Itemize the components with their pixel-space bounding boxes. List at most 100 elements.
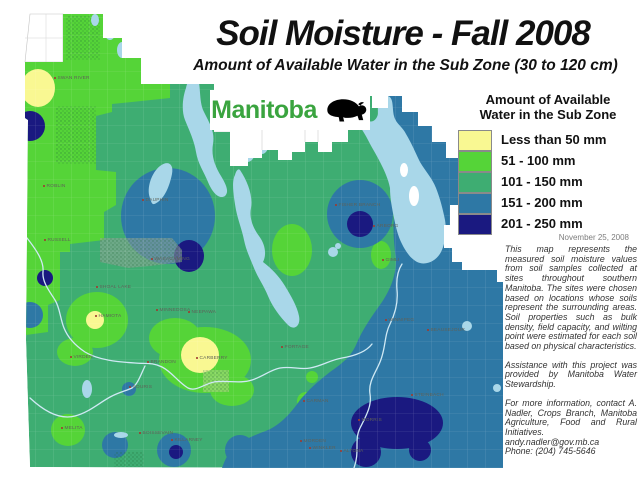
legend-swatch xyxy=(458,150,492,172)
map-subtitle: Amount of Available Water in the Sub Zon… xyxy=(193,57,618,74)
town-marker xyxy=(382,259,384,261)
town-name: ROBLIN xyxy=(47,183,66,189)
notes-column: This map represents the measured soil mo… xyxy=(505,244,637,457)
town-marker xyxy=(129,386,131,388)
town-marker xyxy=(96,286,98,288)
town-marker xyxy=(171,439,173,441)
legend-item: 151 - 200 mm xyxy=(458,192,607,214)
lake-winnipeg xyxy=(351,95,446,264)
town-marker xyxy=(147,361,149,363)
town-name: CARBERRY xyxy=(200,355,229,361)
town-marker xyxy=(142,199,144,201)
manitoba-logo: Manitoba xyxy=(210,90,370,130)
legend-swatch xyxy=(458,192,492,214)
town-name: MORDEN xyxy=(304,438,327,444)
town-name: KILLARNEY xyxy=(175,437,204,443)
legend: Less than 50 mm 51 - 100 mm 101 - 150 mm 15… xyxy=(458,129,607,235)
town-name: BEAUSEJOUR xyxy=(431,327,466,333)
town-name: DAUPHIN xyxy=(146,197,169,203)
town-marker xyxy=(358,419,360,421)
town-name: RUSSELL xyxy=(48,237,71,243)
town-name: CARMAN xyxy=(307,398,329,404)
town-name: MELITA xyxy=(65,425,84,431)
map-title: Soil Moisture - Fall 2008 xyxy=(216,14,591,53)
town-name: WASAGAMING xyxy=(155,256,190,262)
lake-manitoba xyxy=(233,169,300,328)
legend-item: 51 - 100 mm xyxy=(458,150,607,172)
town-marker xyxy=(61,427,63,429)
map-date: November 25, 2008 xyxy=(558,233,629,242)
town-name: GIMLI xyxy=(386,257,400,263)
town-name: NEEPAWA xyxy=(192,309,217,315)
town-name: PORTAGE xyxy=(285,344,309,350)
legend-title: Amount of Available Water in the Sub Zon… xyxy=(462,92,634,122)
town-name: SHOAL LAKE xyxy=(100,284,132,290)
town-marker xyxy=(411,394,413,396)
town-name: HAMIOTA xyxy=(99,313,122,319)
town-marker xyxy=(188,311,190,313)
town-name: VIRDEN xyxy=(74,354,94,360)
town-marker xyxy=(196,357,198,359)
bison-icon xyxy=(327,99,367,122)
town-name: WINNIPEG xyxy=(389,317,415,323)
town-name: ALTONA xyxy=(344,448,365,454)
souris-river xyxy=(29,365,146,418)
town-labels: SWAN RIVER ROBLIN RUSSELL DAUPHIN WASAGAMING… xyxy=(43,75,465,454)
town-marker xyxy=(385,319,387,321)
contact-phone: Phone: (204) 745-5646 xyxy=(505,446,596,457)
lake-islands xyxy=(400,163,419,206)
legend-item: Less than 50 mm xyxy=(458,129,607,151)
legend-item: 101 - 150 mm xyxy=(458,171,607,193)
town-name: MORRIS xyxy=(362,417,382,423)
legend-label: 201 - 250 mm xyxy=(501,216,583,231)
town-name: SWAN RIVER xyxy=(58,75,91,81)
town-marker xyxy=(139,432,141,434)
rivers xyxy=(26,237,403,469)
legend-swatch xyxy=(458,171,492,193)
legend-label: Less than 50 mm xyxy=(501,132,607,147)
town-marker xyxy=(309,447,311,449)
red-river xyxy=(353,263,403,469)
town-name: WINKLER xyxy=(313,445,337,451)
legend-label: 151 - 200 mm xyxy=(501,195,583,210)
town-name: BRANDON xyxy=(151,359,177,365)
legend-title-line1: Amount of Available xyxy=(485,92,611,107)
legend-item: 201 - 250 mm xyxy=(458,213,607,235)
town-name: MINNEDOSA xyxy=(160,307,191,313)
lake-winnipegosis xyxy=(182,72,228,198)
credit-paragraph: Assistance with this project was provide… xyxy=(505,359,637,390)
town-marker xyxy=(373,225,375,227)
town-marker xyxy=(335,204,337,206)
description-paragraph: This map represents the measured soil mo… xyxy=(505,244,637,352)
legend-title-line2: Water in the Sub Zone xyxy=(479,107,617,122)
assiniboine-river xyxy=(26,237,373,390)
town-marker xyxy=(44,239,46,241)
town-marker xyxy=(340,450,342,452)
town-name: BOISSEVAIN xyxy=(143,430,174,436)
legend-label: 51 - 100 mm xyxy=(501,153,576,168)
town-marker xyxy=(427,329,429,331)
town-marker xyxy=(151,258,153,260)
town-name: ARBORG xyxy=(377,223,399,229)
town-marker xyxy=(300,440,302,442)
town-marker xyxy=(303,400,305,402)
town-marker xyxy=(43,185,45,187)
town-marker xyxy=(156,309,158,311)
legend-swatch xyxy=(458,213,492,235)
town-name: STEINBACH xyxy=(415,392,445,398)
town-name: SOURIS xyxy=(133,384,153,390)
town-name: FISHER BRANCH xyxy=(339,202,381,208)
legend-swatch xyxy=(458,129,492,151)
dauphin-lake xyxy=(148,163,173,205)
manitoba-logo-text: Manitoba xyxy=(211,95,317,124)
contact-paragraph: For more information, contact A. Nadler,… xyxy=(505,397,637,437)
legend-label: 101 - 150 mm xyxy=(501,174,583,189)
town-marker xyxy=(281,346,283,348)
town-marker xyxy=(95,315,97,317)
contact-email: andy.nadler@gov.mb.ca xyxy=(505,436,600,447)
town-marker xyxy=(54,77,56,79)
town-marker xyxy=(70,356,72,358)
